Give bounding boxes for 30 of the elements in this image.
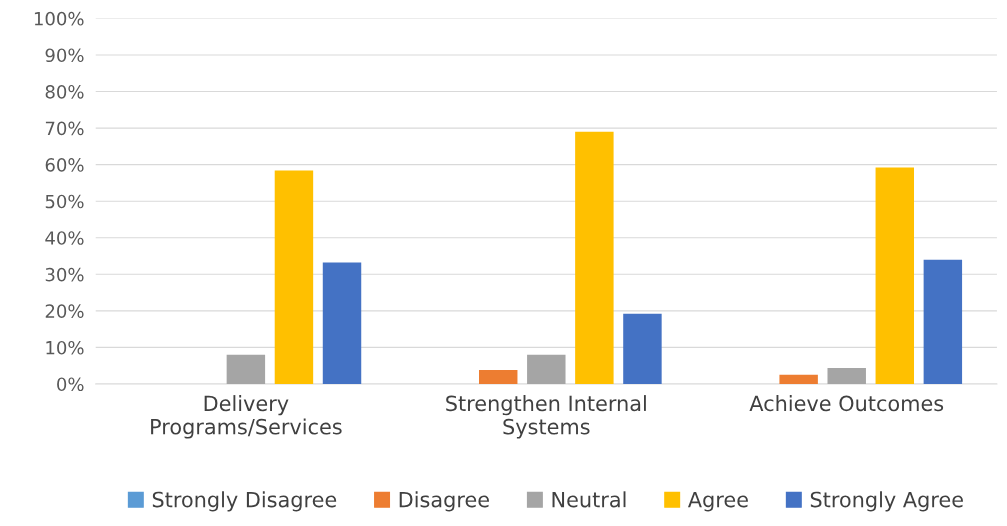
- legend-label: Neutral: [552, 491, 626, 508]
- y-tick-label: 50%: [45, 194, 84, 209]
- y-tick-label: 0%: [57, 377, 84, 392]
- bar: [923, 259, 963, 384]
- y-tick-label: 100%: [34, 11, 84, 26]
- y-tick-label: 30%: [45, 267, 84, 282]
- y-tick-label: 90%: [45, 48, 84, 63]
- bar: [479, 370, 518, 384]
- bar: [527, 354, 566, 384]
- bar: [226, 354, 266, 384]
- bar: [827, 367, 866, 384]
- bar: [274, 170, 314, 384]
- bar: [322, 262, 362, 384]
- bar: [779, 374, 818, 384]
- bar: [875, 167, 915, 384]
- legend-label: Strongly Disagree: [152, 491, 337, 512]
- bar: [575, 131, 614, 384]
- x-tick-label: Delivery Programs/Services: [151, 395, 342, 439]
- y-tick-label: 40%: [45, 231, 84, 245]
- legend-label: Disagree: [399, 491, 489, 512]
- y-tick-label: 20%: [45, 304, 84, 318]
- bar: [623, 313, 662, 384]
- y-tick-label: 60%: [45, 158, 84, 172]
- legend-label: Strongly Agree: [810, 491, 963, 512]
- legend-label: Agree: [687, 491, 748, 512]
- x-tick-label: Achieve Outcomes: [749, 395, 944, 412]
- y-tick-label: 80%: [45, 84, 84, 99]
- y-tick-label: 70%: [45, 121, 84, 136]
- x-tick-label: Strengthen Internal Systems: [446, 395, 646, 439]
- y-tick-label: 10%: [46, 340, 84, 355]
